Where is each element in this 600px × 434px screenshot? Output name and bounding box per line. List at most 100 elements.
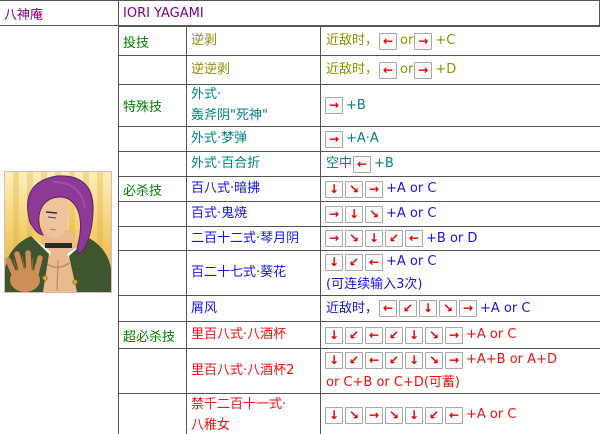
category-cell: 必杀技 — [119, 177, 187, 202]
command-cell: ↓↘→+A or C — [321, 177, 600, 202]
command-line: →↓↘+A or C — [325, 206, 597, 223]
move-row: 百式·鬼焼 →↓↘+A or C — [119, 202, 600, 227]
command-text: or C+B or C+D(可蓄) — [326, 375, 460, 391]
move-name-cell: 里百八式·八酒杯 — [187, 322, 321, 349]
command-cell: ↓↙←+A or C(可连续输入3次) — [321, 251, 600, 296]
move-name-line: 逆剥 — [191, 33, 317, 49]
move-name-line: 二百十二式·琴月阴 — [191, 231, 317, 247]
command-text: 近敌时， — [326, 301, 378, 317]
move-name-line: 百式·鬼焼 — [191, 206, 317, 222]
arrow-down-left-icon: ↙ — [399, 300, 417, 317]
move-row: 禁千二百十一式·八稚女↓↘→↘↓↙←+A or C — [119, 394, 600, 434]
command-text: (可连续输入3次) — [326, 277, 422, 293]
move-name-cell: 里百八式·八酒杯2 — [187, 349, 321, 394]
move-row: 投技逆剥近敌时，←or→+C — [119, 27, 600, 56]
move-name-line: 逆逆剥 — [191, 62, 317, 78]
arrow-right-icon: → — [325, 230, 343, 247]
move-name-cell: 逆剥 — [187, 27, 321, 56]
command-line: ↓↙←↙↓↘→+A+B or A+D — [325, 352, 597, 369]
move-name-cell: 外式·百合折 — [187, 152, 321, 177]
arrow-right-icon: → — [325, 97, 343, 114]
arrow-down-icon: ↓ — [325, 254, 343, 271]
character-name-cn-label: 八神庵 — [4, 4, 43, 23]
command-cell: ↓↘→↘↓↙←+A or C — [321, 394, 600, 434]
command-text: 近敌时， — [326, 62, 378, 78]
command-line: or C+B or C+D(可蓄) — [325, 375, 597, 391]
command-text: +A or C — [386, 206, 436, 222]
command-text: +A or C — [386, 254, 436, 270]
move-name-line: 百二十七式·葵花 — [191, 265, 317, 281]
command-text: 近敌时， — [326, 33, 378, 49]
command-cell: →↓↘+A or C — [321, 202, 600, 227]
command-line: ↓↘→↘↓↙←+A or C — [325, 407, 597, 424]
category-cell — [119, 127, 187, 152]
arrow-down-icon: ↓ — [325, 352, 343, 369]
arrow-down-right-icon: ↘ — [425, 327, 443, 344]
arrow-down-left-icon: ↙ — [385, 230, 403, 247]
command-text: +D — [435, 62, 456, 78]
arrow-right-icon: → — [445, 327, 463, 344]
arrow-down-left-icon: ↙ — [345, 254, 363, 271]
arrow-right-icon: → — [325, 131, 343, 148]
category-cell: 超必杀技 — [119, 322, 187, 349]
arrow-left-icon: ← — [365, 352, 383, 369]
move-name-cell: 百二十七式·葵花 — [187, 251, 321, 296]
arrow-down-icon: ↓ — [405, 352, 423, 369]
character-portrait-image — [5, 172, 111, 292]
arrow-right-icon: → — [365, 407, 383, 424]
move-name-cell: 禁千二百十一式·八稚女 — [187, 394, 321, 434]
character-name-cn: 八神庵 — [0, 1, 118, 26]
command-line: (可连续输入3次) — [325, 277, 597, 293]
portrait-choker — [45, 243, 72, 248]
arrow-down-icon: ↓ — [345, 206, 363, 223]
command-text: or — [400, 62, 413, 78]
command-cell: ↓↙←↙↓↘→+A or C — [321, 322, 600, 349]
move-row: 里百八式·八酒杯2 ↓↙←↙↓↘→+A+B or A+D or C+B or C+D… — [119, 349, 600, 394]
command-line: 近敌时，←or→+C — [325, 33, 597, 50]
command-text: +A or C — [386, 181, 436, 197]
move-name-cell: 百八式·暗拂 — [187, 177, 321, 202]
move-row: 二百十二式·琴月阴→↘↓↙←+B or D — [119, 227, 600, 251]
command-text: +A or C — [466, 327, 516, 343]
move-name-line: 外式· — [191, 87, 317, 103]
command-text: +A·A — [346, 131, 379, 147]
character-name-en: IORI YAGAMI — [118, 1, 600, 26]
arrow-left-icon: ← — [445, 407, 463, 424]
move-name-cell: 屑风 — [187, 296, 321, 322]
arrow-left-icon: ← — [379, 33, 397, 50]
move-name-line: 八稚女 — [191, 418, 317, 434]
command-cell: 近敌时，←or→+C — [321, 27, 600, 56]
command-text: +B — [346, 98, 366, 114]
command-cell: →+A·A — [321, 127, 600, 152]
command-line: 近敌时，←or→+D — [325, 62, 597, 79]
arrow-left-icon: ← — [379, 300, 397, 317]
arrow-left-icon: ← — [405, 230, 423, 247]
move-name-cell: 百式·鬼焼 — [187, 202, 321, 227]
command-cell: 近敌时，←or→+D — [321, 56, 600, 85]
category-cell — [119, 251, 187, 296]
arrow-down-icon: ↓ — [405, 327, 423, 344]
command-cell: →+B — [321, 85, 600, 127]
command-line: →+B — [325, 97, 597, 114]
arrow-right-icon: → — [445, 352, 463, 369]
command-text: +A or C — [466, 407, 516, 423]
arrow-right-icon: → — [414, 33, 432, 50]
command-cell: 空中←+B — [321, 152, 600, 177]
arrow-down-left-icon: ↙ — [385, 327, 403, 344]
command-line: ↓↙←↙↓↘→+A or C — [325, 327, 597, 344]
character-name-en-label: IORI YAGAMI — [123, 6, 204, 21]
arrow-down-right-icon: ↘ — [345, 407, 363, 424]
arrow-down-left-icon: ↙ — [345, 352, 363, 369]
command-cell: ↓↙←↙↓↘→+A+B or A+D or C+B or C+D(可蓄) — [321, 349, 600, 394]
arrow-left-icon: ← — [365, 327, 383, 344]
move-name-line: 里百八式·八酒杯2 — [191, 363, 317, 379]
arrow-down-right-icon: ↘ — [385, 407, 403, 424]
move-name-line: 百八式·暗拂 — [191, 181, 317, 197]
move-row: 屑风近敌时，←↙↓↘→+A or C — [119, 296, 600, 322]
arrow-down-right-icon: ↘ — [425, 352, 443, 369]
move-row: 外式·百合折空中←+B — [119, 152, 600, 177]
arrow-down-left-icon: ↙ — [385, 352, 403, 369]
